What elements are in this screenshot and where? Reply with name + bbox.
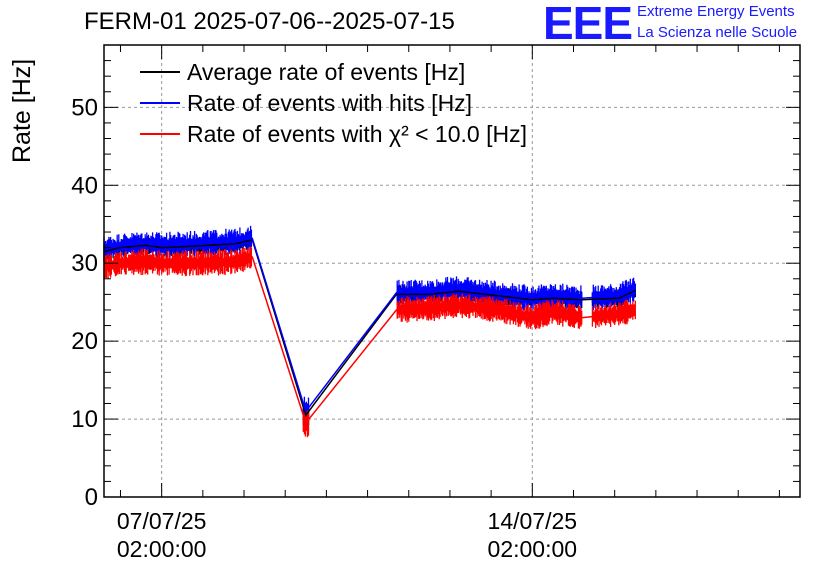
chart-title: FERM-01 2025-07-06--2025-07-15 [84,8,455,35]
axis-ticks [104,44,800,498]
y-tick-label: 30 [71,250,98,277]
y-tick-label: 20 [71,328,98,355]
x-tick-label-date: 14/07/25 [488,508,578,534]
y-tick-label: 10 [71,406,98,433]
x-tick-label-date: 07/07/25 [117,508,207,534]
y-tick-labels: 0 10 20 30 40 50 [71,94,98,511]
series-bands [103,225,636,438]
plot-frame [103,44,801,498]
legend-label: Rate of events with hits [Hz] [187,90,472,116]
series-line [103,256,636,425]
legend-label: Average rate of events [Hz] [187,59,465,85]
series-line [103,237,636,413]
logo-line-2: La Scienza nelle Scuole [637,24,798,41]
series-line [103,238,636,417]
logo-text: EEE [543,0,633,49]
legend-label: Rate of events with χ² < 10.0 [Hz] [187,121,527,147]
series-band [103,246,636,438]
x-tick-label-time: 02:00:00 [117,536,207,562]
y-tick-label: 40 [71,172,98,199]
x-tick-label-time: 02:00:00 [488,536,578,562]
legend: Average rate of events [Hz] Rate of event… [140,59,527,147]
logo-line-1: Extreme Energy Events [637,3,795,20]
y-axis-label: Rate [Hz] [8,59,36,163]
y-tick-label: 0 [85,484,98,511]
series-lines [103,237,636,425]
y-tick-label: 50 [71,94,98,121]
